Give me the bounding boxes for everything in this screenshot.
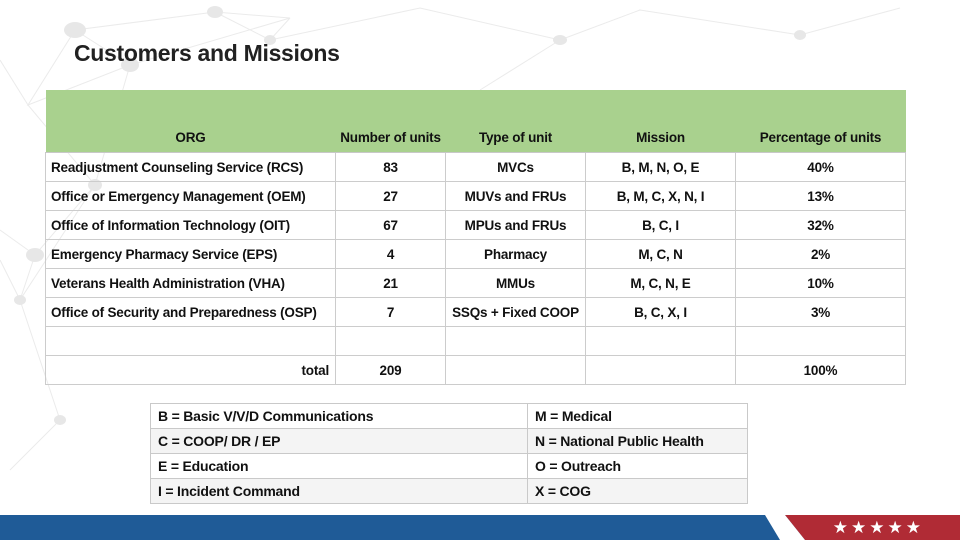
type-cell: MMUs xyxy=(445,268,586,298)
percentage-cell: 40% xyxy=(735,152,906,182)
total-units-cell: 209 xyxy=(335,355,446,385)
table-row: Veterans Health Administration (VHA) 21 … xyxy=(45,268,906,298)
org-cell: Office of Information Technology (OIT) xyxy=(45,210,336,240)
mission-legend-table: B = Basic V/V/D Communications M = Medic… xyxy=(150,403,748,504)
legend-row: B = Basic V/V/D Communications M = Medic… xyxy=(150,403,748,429)
units-cell: 7 xyxy=(335,297,446,327)
percentage-cell: 2% xyxy=(735,239,906,269)
org-cell: Emergency Pharmacy Service (EPS) xyxy=(45,239,336,269)
percentage-cell xyxy=(735,326,906,356)
table-row: Office or Emergency Management (OEM) 27 … xyxy=(45,181,906,211)
table-row: Office of Security and Preparedness (OSP… xyxy=(45,297,906,327)
page-title: Customers and Missions xyxy=(74,40,340,66)
units-cell: 83 xyxy=(335,152,446,182)
legend-cell: X = COG xyxy=(527,478,748,504)
percentage-cell: 13% xyxy=(735,181,906,211)
units-cell: 67 xyxy=(335,210,446,240)
table-row-total: total 209 100% xyxy=(45,355,906,385)
units-cell: 27 xyxy=(335,181,446,211)
type-cell: SSQs + Fixed COOP xyxy=(445,297,586,327)
mission-cell: B, C, X, I xyxy=(585,297,736,327)
units-cell: 4 xyxy=(335,239,446,269)
table-row: Office of Information Technology (OIT) 6… xyxy=(45,210,906,240)
org-cell: Readjustment Counseling Service (RCS) xyxy=(45,152,336,182)
legend-cell: M = Medical xyxy=(527,403,748,429)
mission-cell: B, C, I xyxy=(585,210,736,240)
mission-cell: M, C, N xyxy=(585,239,736,269)
legend-cell: I = Incident Command xyxy=(150,478,528,504)
mission-cell xyxy=(585,355,736,385)
table-row-empty xyxy=(45,326,906,356)
legend-row: C = COOP/ DR / EP N = National Public He… xyxy=(150,428,748,454)
column-header-org: ORG xyxy=(45,90,336,153)
legend-cell: B = Basic V/V/D Communications xyxy=(150,403,528,429)
legend-cell: O = Outreach xyxy=(527,453,748,479)
total-percentage-cell: 100% xyxy=(735,355,906,385)
mission-cell: B, M, C, X, N, I xyxy=(585,181,736,211)
type-cell xyxy=(445,355,586,385)
stars-icon: ★★★★★ xyxy=(832,517,924,537)
percentage-cell: 32% xyxy=(735,210,906,240)
legend-cell: E = Education xyxy=(150,453,528,479)
legend-cell: C = COOP/ DR / EP xyxy=(150,428,528,454)
table-row: Readjustment Counseling Service (RCS) 83… xyxy=(45,152,906,182)
type-cell xyxy=(445,326,586,356)
mission-cell: M, C, N, E xyxy=(585,268,736,298)
column-header-mission: Mission xyxy=(585,90,736,153)
mission-cell xyxy=(585,326,736,356)
org-cell: Office of Security and Preparedness (OSP… xyxy=(45,297,336,327)
column-header-type-of-unit: Type of unit xyxy=(445,90,586,153)
column-header-percentage-of-units: Percentage of units xyxy=(735,90,906,153)
footer-red-ribbon xyxy=(785,515,960,540)
org-cell: Veterans Health Administration (VHA) xyxy=(45,268,336,298)
legend-row: I = Incident Command X = COG xyxy=(150,478,748,504)
type-cell: MUVs and FRUs xyxy=(445,181,586,211)
type-cell: MVCs xyxy=(445,152,586,182)
units-cell xyxy=(335,326,446,356)
total-label-cell: total xyxy=(45,355,336,385)
legend-cell: N = National Public Health xyxy=(527,428,748,454)
table-row: Emergency Pharmacy Service (EPS) 4 Pharm… xyxy=(45,239,906,269)
percentage-cell: 10% xyxy=(735,268,906,298)
org-cell: Office or Emergency Management (OEM) xyxy=(45,181,336,211)
legend-row: E = Education O = Outreach xyxy=(150,453,748,479)
mission-cell: B, M, N, O, E xyxy=(585,152,736,182)
org-missions-table: ORG Number of units Type of unit Mission… xyxy=(45,90,906,385)
type-cell: Pharmacy xyxy=(445,239,586,269)
units-cell: 21 xyxy=(335,268,446,298)
type-cell: MPUs and FRUs xyxy=(445,210,586,240)
percentage-cell: 3% xyxy=(735,297,906,327)
column-header-number-of-units: Number of units xyxy=(335,90,446,153)
footer-band: ★★★★★ xyxy=(0,515,960,540)
org-cell xyxy=(45,326,336,356)
table-header-row: ORG Number of units Type of unit Mission… xyxy=(45,90,906,153)
